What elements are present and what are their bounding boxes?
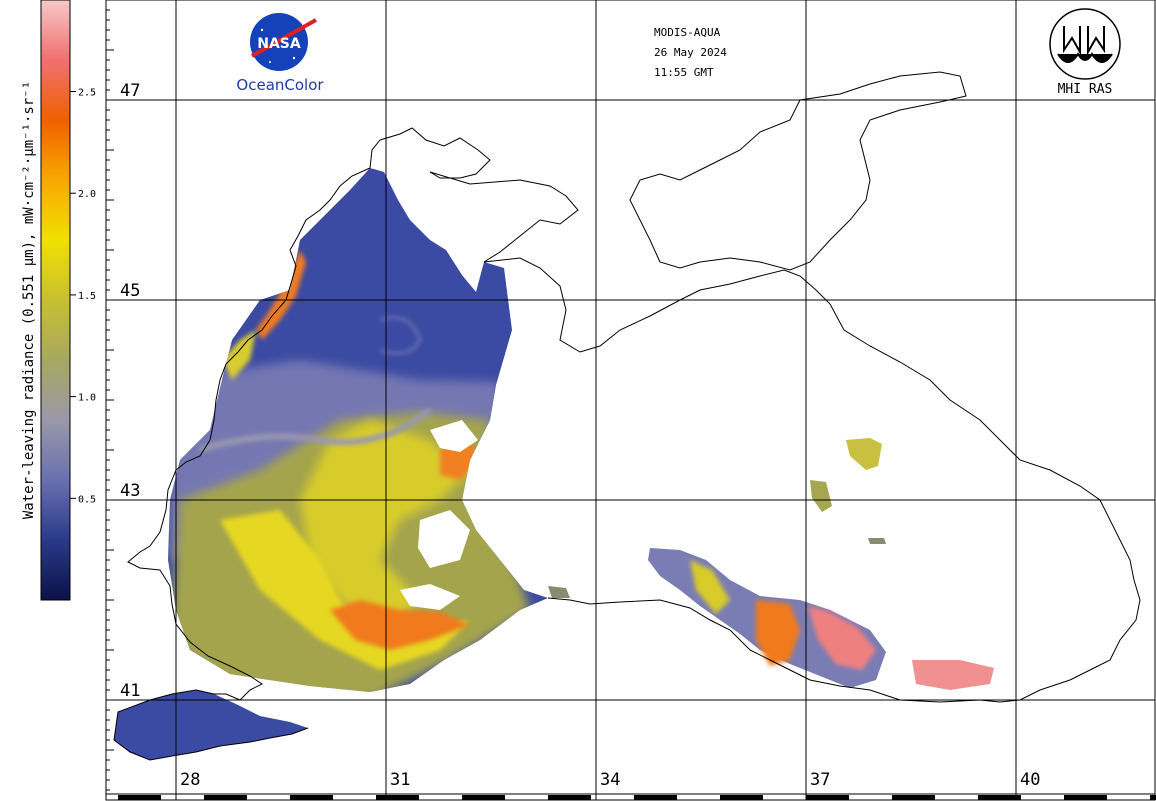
radiance-east-pink — [808, 606, 876, 670]
colorbar: 2.5 2.0 1.5 1.0 0.5 Water-leaving radiance (… — [21, 0, 96, 601]
colorbar-scale — [40, 0, 71, 601]
radiance-east-small-2 — [810, 480, 832, 512]
coastline — [113, 71, 1141, 761]
radiance-east-small-3 — [868, 538, 886, 544]
latitude-labels: 47 45 43 41 — [120, 81, 140, 701]
colorbar-tick-label: 1.0 — [78, 393, 96, 404]
nasa-wordmark: NASA — [257, 36, 301, 52]
swirl-2 — [199, 407, 432, 453]
date-label: 26 May 2024 — [654, 46, 727, 59]
coastline-north — [369, 127, 579, 263]
cloud-gap-1 — [430, 420, 478, 452]
mhi-emblem-icon — [1049, 8, 1121, 80]
coastline-west — [127, 167, 371, 691]
colorbar-title: Water-leaving radiance (0.551 µm), mW·cm… — [21, 81, 37, 519]
latitude-label: 45 — [120, 281, 140, 301]
scale-segment — [720, 795, 763, 800]
longitude-label: 34 — [600, 770, 620, 790]
longitude-labels: 28 31 34 37 40 — [180, 770, 1040, 790]
colorbar-tick-label: 0.5 — [78, 494, 96, 505]
cloud-gap-3 — [400, 584, 460, 610]
scale-segment — [978, 795, 1021, 800]
scale-segment — [204, 795, 247, 800]
latitude-label: 41 — [120, 681, 140, 701]
radiance-region-yellow-2 — [220, 510, 470, 670]
colorbar-tick-label: 2.5 — [78, 88, 96, 99]
radiance-coastal-orange — [256, 250, 306, 340]
coastline-bosporus — [113, 689, 309, 761]
mhi-ras-label: MHI RAS — [1058, 82, 1113, 97]
radiance-east-orange — [756, 600, 800, 666]
longitude-label: 28 — [180, 770, 200, 790]
coastline-crimea — [483, 257, 1141, 703]
oceancolor-label: OceanColor — [236, 76, 324, 94]
radiance-east-yellow — [690, 560, 730, 614]
radiance-region-orange — [330, 600, 470, 650]
longitude-label: 31 — [390, 770, 410, 790]
scale-bar-bottom — [106, 793, 1156, 800]
scale-segment — [1150, 795, 1156, 800]
latitude-label: 43 — [120, 481, 140, 501]
longitude-label: 37 — [810, 770, 830, 790]
time-label: 11:55 GMT — [654, 66, 714, 79]
radiance-field-west — [168, 168, 548, 692]
scale-segment — [462, 795, 505, 800]
scale-segment — [806, 795, 849, 800]
swirl-1 — [379, 316, 422, 355]
scale-segment — [376, 795, 419, 800]
radiance-patterns — [170, 250, 530, 692]
longitude-label: 40 — [1020, 770, 1040, 790]
colorbar-ticks: 2.5 2.0 1.5 1.0 0.5 — [70, 88, 96, 505]
cloud-gap-2 — [418, 510, 470, 568]
radiance-coastal-yellow — [222, 330, 256, 380]
colorbar-tick-label: 2.0 — [78, 189, 96, 200]
colorbar-tick-label: 1.5 — [78, 291, 96, 302]
graticule — [106, 0, 1155, 800]
scale-segment — [634, 795, 677, 800]
sensor-label: MODIS-AQUA — [654, 26, 721, 39]
radiance-east-small-4 — [548, 586, 570, 598]
coastline-azov — [629, 71, 967, 271]
radiance-field-east — [548, 438, 994, 690]
scale-segment — [118, 795, 161, 800]
scale-segment — [1064, 795, 1107, 800]
scale-segment — [548, 795, 591, 800]
latitude-label: 47 — [120, 81, 140, 101]
scale-segment — [892, 795, 935, 800]
radiance-east-far-pink — [912, 660, 994, 690]
scale-bar-left — [106, 0, 114, 791]
radiance-east-small-1 — [846, 438, 882, 470]
radiance-region-yellow-1 — [300, 420, 470, 640]
radiance-field-marmara — [114, 690, 308, 760]
nasa-logo: NASA OceanColor — [236, 13, 324, 94]
mhi-ras-logo: MHI RAS — [1049, 8, 1121, 97]
scale-segment — [290, 795, 333, 800]
